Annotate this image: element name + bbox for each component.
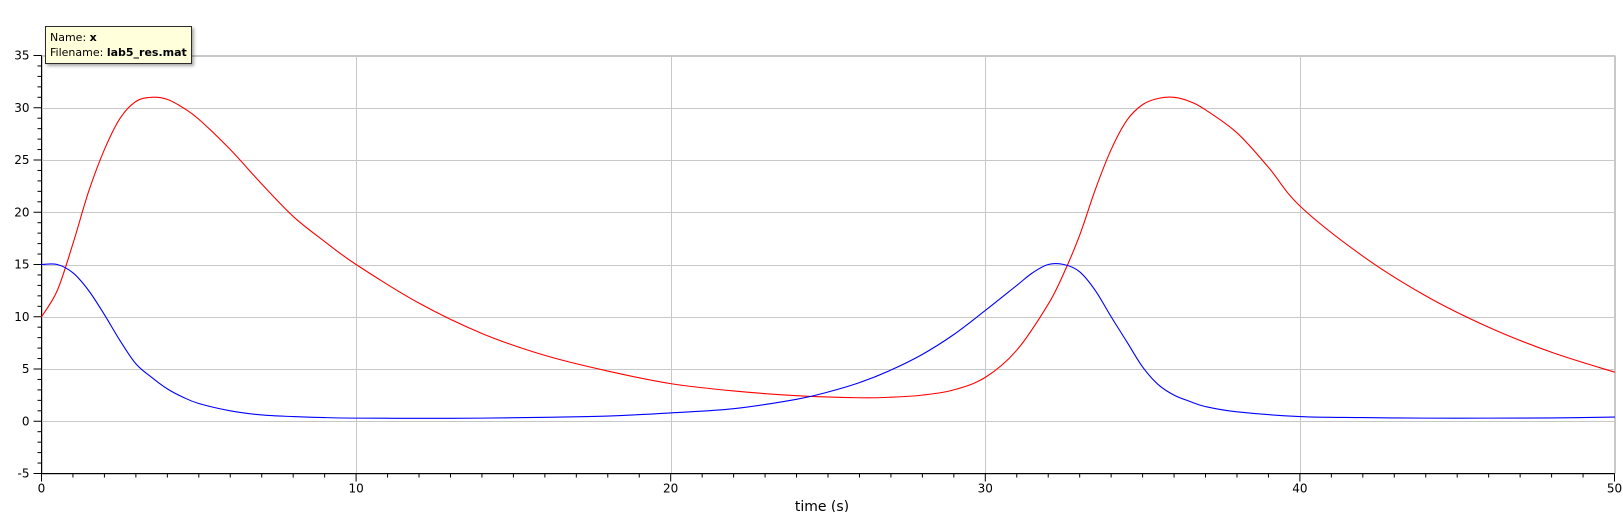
tooltip-filename-label: Filename: [50, 46, 104, 59]
y-tick-label: -5 [18, 467, 30, 481]
tooltip-name-label: Name: [50, 31, 87, 44]
x-tick-label: 20 [663, 482, 678, 496]
x-tick-label: 10 [348, 482, 363, 496]
tooltip-filename-value: lab5_res.mat [106, 46, 187, 59]
y-tick-label: 20 [14, 205, 29, 219]
y-tick-label: 10 [14, 310, 29, 324]
y-tick-label: 25 [14, 153, 29, 167]
y-tick-label: 30 [14, 101, 29, 115]
tooltip-filename-row: Filename: lab5_res.mat [50, 45, 187, 60]
y-tick-label: 35 [14, 49, 29, 63]
grid [41, 55, 1616, 475]
x-tick-label: 30 [978, 482, 993, 496]
series-line-2[interactable] [40, 262, 1616, 419]
y-tick-label: 15 [14, 258, 29, 272]
y-tick-label: 0 [22, 414, 30, 428]
series-group [40, 96, 1616, 419]
tooltip-name-value: x [89, 31, 97, 44]
x-tick-label: 40 [1292, 482, 1307, 496]
y-tick-label: 5 [22, 362, 30, 376]
axes: 0 10 20 30 40 50 -5 0 5 10 15 20 25 30 35 [14, 49, 1622, 496]
series-line-1[interactable] [40, 96, 1616, 399]
x-tick-label: 0 [38, 482, 46, 496]
x-axis-label: time (s) [795, 499, 849, 512]
x-tick-label: 50 [1607, 482, 1622, 496]
tooltip-name-row: Name: x [50, 30, 187, 45]
series-tooltip: Name: x Filename: lab5_res.mat [45, 26, 192, 64]
